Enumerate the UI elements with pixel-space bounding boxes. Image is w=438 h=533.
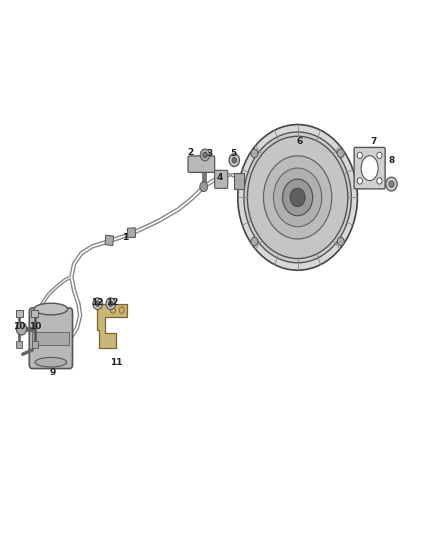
- Bar: [31, 310, 38, 317]
- Circle shape: [119, 307, 124, 313]
- Circle shape: [273, 168, 321, 227]
- Circle shape: [95, 301, 100, 306]
- Circle shape: [251, 149, 258, 158]
- Circle shape: [110, 307, 116, 313]
- Text: 3: 3: [206, 149, 212, 158]
- Circle shape: [377, 177, 382, 184]
- Circle shape: [200, 182, 208, 191]
- Text: 6: 6: [297, 137, 303, 146]
- Circle shape: [109, 301, 113, 306]
- Circle shape: [247, 136, 348, 259]
- Circle shape: [337, 237, 344, 246]
- Text: 10: 10: [29, 321, 42, 330]
- Text: 1: 1: [122, 233, 128, 242]
- Text: 8: 8: [389, 156, 395, 165]
- Text: 12: 12: [92, 298, 104, 307]
- Text: 4: 4: [217, 173, 223, 182]
- Circle shape: [337, 149, 344, 158]
- Circle shape: [229, 154, 240, 166]
- Ellipse shape: [34, 303, 67, 315]
- Circle shape: [357, 152, 362, 159]
- Circle shape: [251, 237, 258, 246]
- Circle shape: [232, 158, 237, 163]
- Ellipse shape: [361, 156, 378, 181]
- Text: 2: 2: [187, 148, 194, 157]
- Ellipse shape: [35, 358, 67, 367]
- Text: 11: 11: [110, 358, 123, 367]
- FancyBboxPatch shape: [29, 308, 73, 368]
- FancyBboxPatch shape: [215, 170, 228, 188]
- Bar: [15, 310, 22, 317]
- Circle shape: [203, 152, 207, 158]
- Circle shape: [290, 188, 305, 207]
- Circle shape: [93, 298, 102, 310]
- Circle shape: [389, 181, 394, 187]
- Text: 10: 10: [13, 321, 25, 330]
- Circle shape: [386, 177, 397, 191]
- Circle shape: [283, 179, 313, 216]
- Polygon shape: [97, 304, 127, 348]
- FancyBboxPatch shape: [188, 156, 215, 172]
- Bar: [105, 235, 113, 246]
- Bar: [32, 332, 70, 345]
- Text: 5: 5: [231, 149, 237, 158]
- Text: 12: 12: [106, 298, 118, 307]
- FancyBboxPatch shape: [354, 148, 385, 189]
- Circle shape: [106, 298, 116, 310]
- Text: 9: 9: [49, 368, 55, 377]
- Circle shape: [238, 125, 357, 270]
- Circle shape: [263, 156, 332, 239]
- Circle shape: [200, 149, 210, 161]
- Bar: [234, 173, 244, 189]
- Bar: [16, 342, 22, 348]
- Circle shape: [377, 152, 382, 159]
- Bar: [32, 342, 38, 348]
- Circle shape: [16, 322, 27, 335]
- Circle shape: [244, 132, 351, 263]
- Circle shape: [357, 177, 362, 184]
- Text: 7: 7: [371, 137, 377, 146]
- Bar: [127, 228, 136, 238]
